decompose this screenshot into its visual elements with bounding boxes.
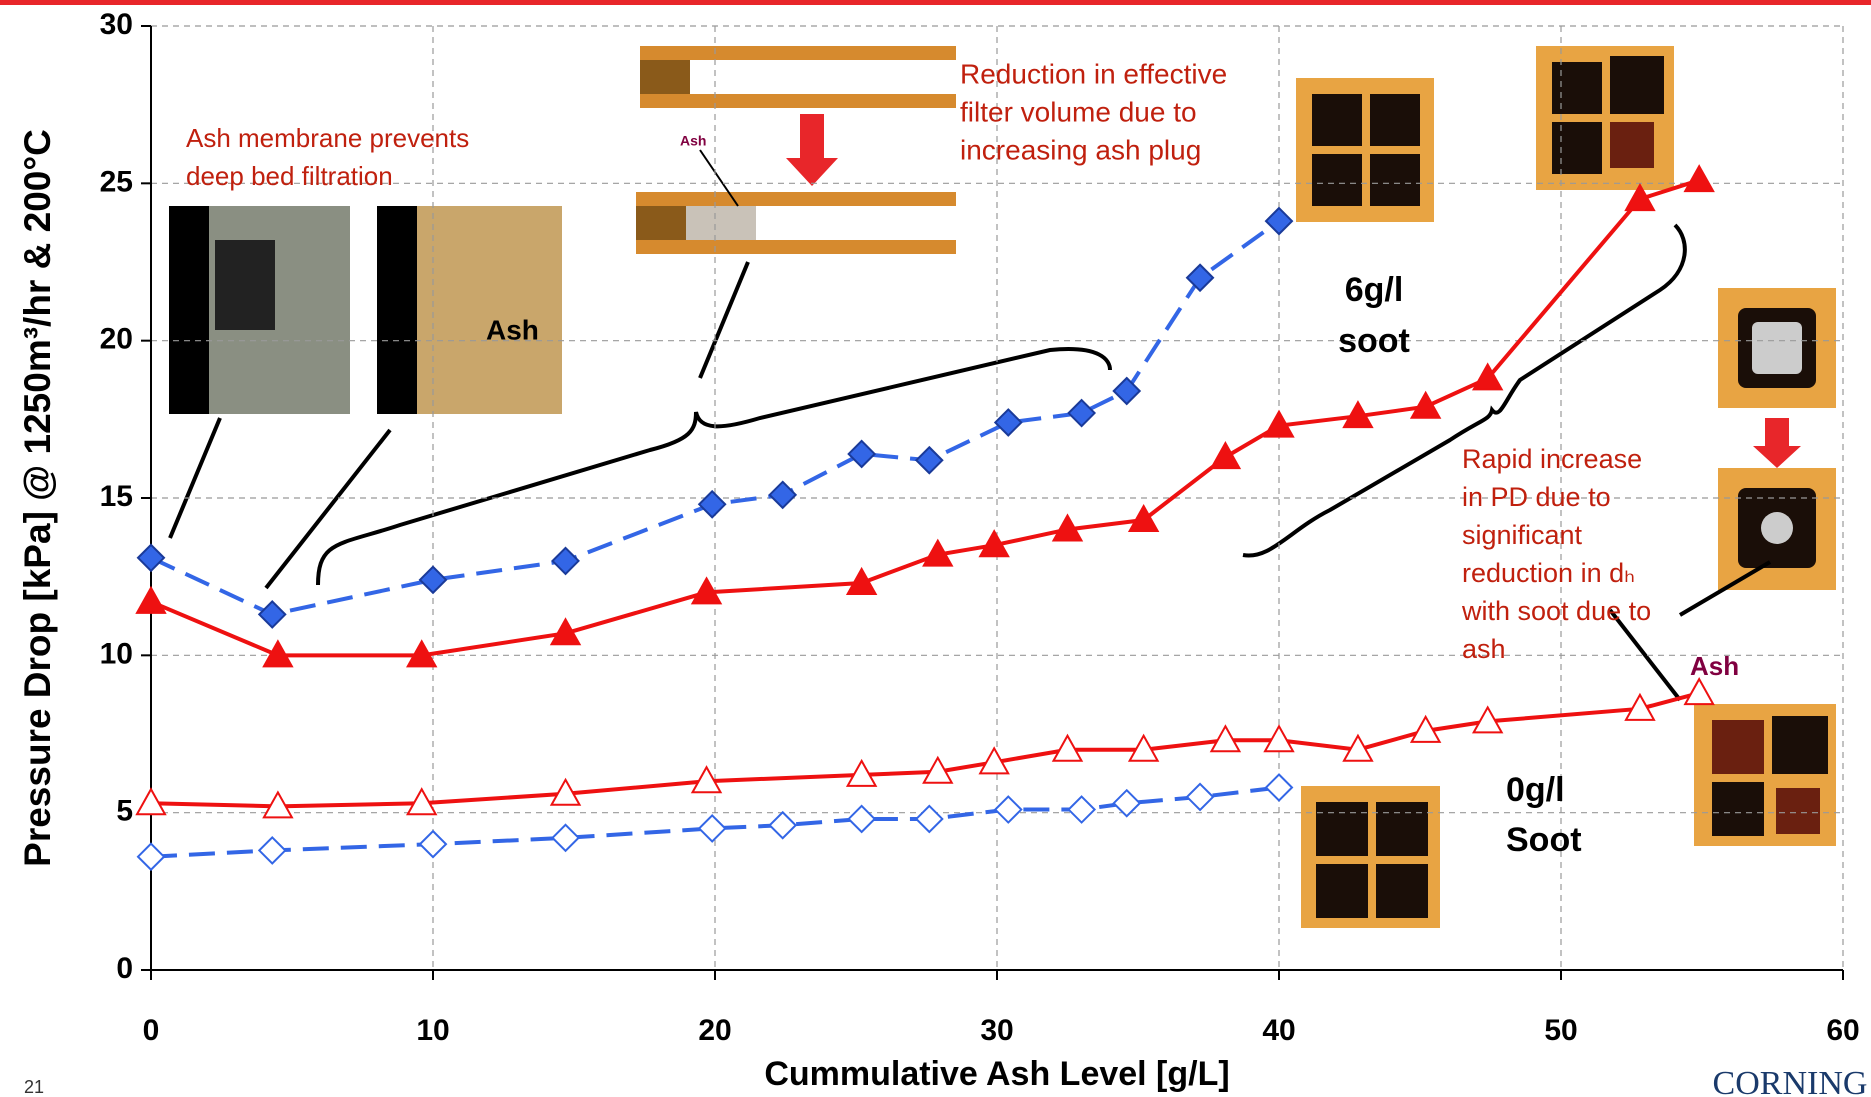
- y-tick-label: 25: [100, 165, 133, 198]
- data-point: [1114, 378, 1140, 404]
- y-tick-label: 0: [116, 952, 133, 985]
- page-number: 21: [24, 1077, 44, 1097]
- data-point: [1187, 784, 1213, 810]
- data-point: [553, 548, 579, 574]
- annotation: deep bed filtration: [186, 161, 393, 191]
- data-point: [137, 588, 165, 613]
- y-tick-label: 5: [116, 795, 133, 828]
- x-tick-label: 50: [1544, 1014, 1577, 1047]
- y-axis-title: Pressure Drop [kPa] @ 1250m³/hr & 200°C: [17, 129, 58, 867]
- data-point: [1685, 679, 1713, 704]
- data-point: [1211, 443, 1239, 468]
- annotation: 6g/l: [1345, 271, 1404, 309]
- x-tick-label: 30: [980, 1014, 1013, 1047]
- data-point: [995, 797, 1021, 823]
- annotation: with soot due to: [1461, 596, 1651, 626]
- annotation: Ash: [1690, 651, 1739, 681]
- data-point: [420, 831, 446, 857]
- data-point: [1187, 265, 1213, 291]
- annotation: significant: [1462, 520, 1583, 550]
- data-point: [420, 567, 446, 593]
- annotation: Rapid increase: [1462, 444, 1642, 474]
- y-tick-label: 30: [100, 8, 133, 41]
- x-tick-label: 0: [143, 1014, 160, 1047]
- data-point: [916, 806, 942, 832]
- annotation: filter volume due to: [960, 96, 1197, 127]
- data-point: [699, 491, 725, 517]
- annotation: soot: [1338, 322, 1410, 360]
- data-point: [1130, 506, 1158, 531]
- annotation: Reduction in effective: [960, 58, 1227, 89]
- data-point: [1266, 208, 1292, 234]
- data-point: [259, 601, 285, 627]
- plug-diagram: [636, 46, 956, 254]
- x-tick-label: 60: [1826, 1014, 1859, 1047]
- top-rule: [0, 0, 1871, 5]
- data-point: [916, 447, 942, 473]
- series-line: [151, 693, 1699, 806]
- data-point: [1412, 393, 1440, 418]
- x-tick-label: 20: [698, 1014, 731, 1047]
- x-axis-title: Cummulative Ash Level [g/L]: [764, 1055, 1229, 1093]
- annotation: 0g/l: [1506, 771, 1565, 809]
- y-tick-label: 10: [100, 637, 133, 670]
- annotation: reduction in dₕ: [1462, 558, 1635, 588]
- data-point: [138, 844, 164, 870]
- y-tick-label: 15: [100, 480, 133, 513]
- data-point: [1069, 400, 1095, 426]
- x-tick-label: 10: [416, 1014, 449, 1047]
- x-tick-label: 40: [1262, 1014, 1295, 1047]
- data-point: [770, 812, 796, 838]
- annotation: Ash: [680, 133, 706, 149]
- data-point: [849, 441, 875, 467]
- annotation: Ash: [486, 314, 539, 345]
- photo-right: [377, 206, 562, 414]
- chart: 0 5 10 15 20 25 30 0 10 20 30 40 50 60 Cummulative Ash…: [0, 0, 1871, 1097]
- annotation: Soot: [1506, 821, 1582, 859]
- data-point: [1685, 166, 1713, 191]
- annotation: ash: [1462, 634, 1506, 664]
- annotation: increasing ash plug: [960, 134, 1201, 165]
- data-point: [995, 409, 1021, 435]
- annotation: in PD due to: [1462, 482, 1611, 512]
- data-point: [1069, 797, 1095, 823]
- data-point: [138, 545, 164, 571]
- annotation: Ash membrane prevents: [186, 123, 469, 153]
- data-point: [848, 569, 876, 594]
- data-point: [849, 806, 875, 832]
- data-point: [1266, 774, 1292, 800]
- y-tick-label: 20: [100, 323, 133, 356]
- data-point: [699, 815, 725, 841]
- photo-left: [169, 206, 350, 414]
- logo: CORNING: [1713, 1065, 1868, 1097]
- data-point: [259, 837, 285, 863]
- data-point: [553, 825, 579, 851]
- data-point: [770, 482, 796, 508]
